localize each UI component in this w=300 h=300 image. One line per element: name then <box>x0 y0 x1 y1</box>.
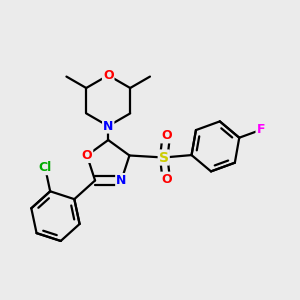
Text: O: O <box>161 172 172 186</box>
Text: S: S <box>159 151 169 164</box>
Text: Cl: Cl <box>38 161 52 174</box>
Text: N: N <box>116 174 127 187</box>
Text: O: O <box>82 149 92 162</box>
Text: O: O <box>103 69 113 82</box>
Text: F: F <box>256 123 265 136</box>
Text: N: N <box>103 120 113 133</box>
Text: O: O <box>161 129 172 142</box>
